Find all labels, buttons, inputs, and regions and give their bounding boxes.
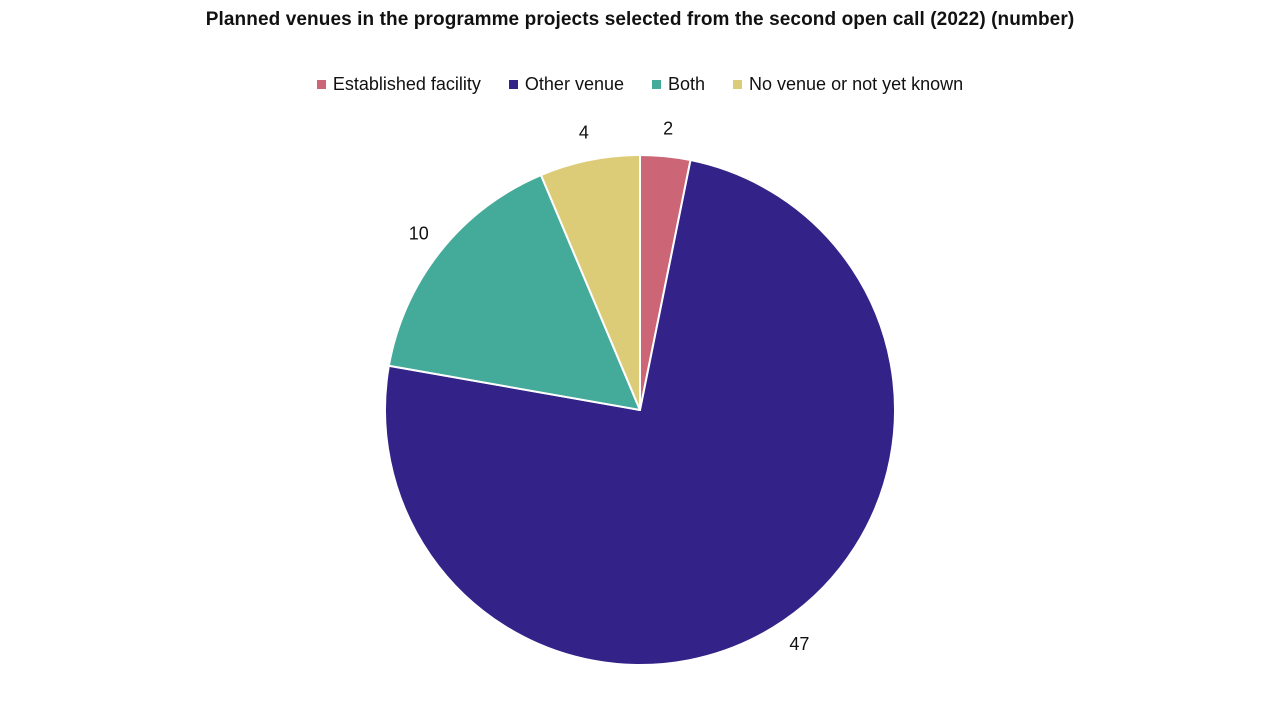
data-label-no-venue: 4	[579, 123, 589, 143]
legend-label-other-venue: Other venue	[524, 74, 624, 94]
pie-slice-other-venue	[384, 159, 896, 666]
legend-swatch-both	[651, 80, 661, 89]
legend-item-both: Both	[651, 74, 706, 95]
legend-label-established-facility: Established facility	[332, 74, 481, 94]
legend-item-established-facility: Established facility	[316, 74, 481, 95]
legend-swatch-other-venue	[508, 80, 518, 89]
legend-label-no-venue: No venue or not yet known	[749, 74, 964, 94]
legend-item-no-venue: No venue or not yet known	[733, 74, 963, 95]
data-label-other-venue: 47	[789, 634, 809, 654]
legend-swatch-no-venue	[733, 80, 743, 89]
data-label-established-facility: 2	[663, 118, 673, 138]
legend-item-other-venue: Other venue	[508, 74, 624, 95]
legend: Established facility Other venue Both No…	[0, 74, 1280, 95]
legend-swatch-established-facility	[316, 80, 326, 89]
pie-slice-both	[387, 174, 641, 411]
pie-slice-no-venue	[539, 154, 641, 411]
data-label-both: 10	[409, 224, 429, 244]
legend-label-both: Both	[667, 74, 706, 94]
chart-title: Planned venues in the programme projects…	[205, 9, 1075, 30]
